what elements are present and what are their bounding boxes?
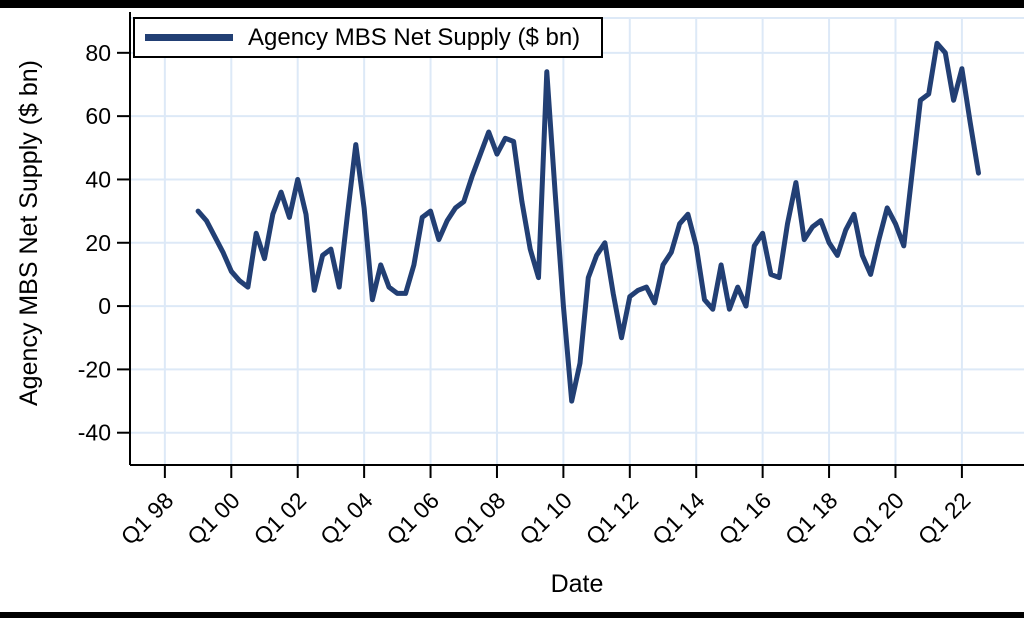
- x-tick-label: Q1 04: [315, 487, 378, 550]
- x-tick-label: Q1 20: [846, 487, 909, 550]
- y-tick-label: 0: [98, 293, 111, 319]
- data-line-agency-mbs-net-supply: [195, 40, 981, 404]
- x-tick-label: Q1 06: [381, 487, 444, 550]
- bottom-border-bar: [0, 612, 1024, 618]
- x-tick-label: Q1 14: [647, 487, 710, 550]
- x-tick-label: Q1 02: [249, 487, 312, 550]
- x-tick-label: Q1 08: [448, 487, 511, 550]
- y-tick-label: -20: [78, 356, 111, 382]
- y-tick-label: 20: [85, 230, 111, 256]
- top-border-bar: [0, 0, 1024, 8]
- legend: Agency MBS Net Supply ($ bn): [133, 17, 603, 58]
- x-tick-label: Q1 22: [913, 487, 976, 550]
- x-axis-title: Date: [550, 570, 604, 598]
- x-tick-label: Q1 10: [514, 487, 577, 550]
- y-tick-label: 80: [85, 40, 111, 66]
- x-tick-label: Q1 18: [780, 487, 843, 550]
- legend-label: Agency MBS Net Supply ($ bn): [248, 23, 581, 51]
- x-tick-label: Q1 98: [116, 487, 179, 550]
- x-tick-label: Q1 16: [713, 487, 776, 550]
- y-axis-title: Agency MBS Net Supply ($ bn): [15, 60, 43, 406]
- y-tick-label: 40: [85, 166, 111, 192]
- x-tick-label: Q1 00: [182, 487, 245, 550]
- y-tick-label: 60: [85, 103, 111, 129]
- y-tick-label: -40: [78, 420, 111, 446]
- legend-line-swatch: [145, 34, 233, 41]
- x-tick-label: Q1 12: [581, 487, 644, 550]
